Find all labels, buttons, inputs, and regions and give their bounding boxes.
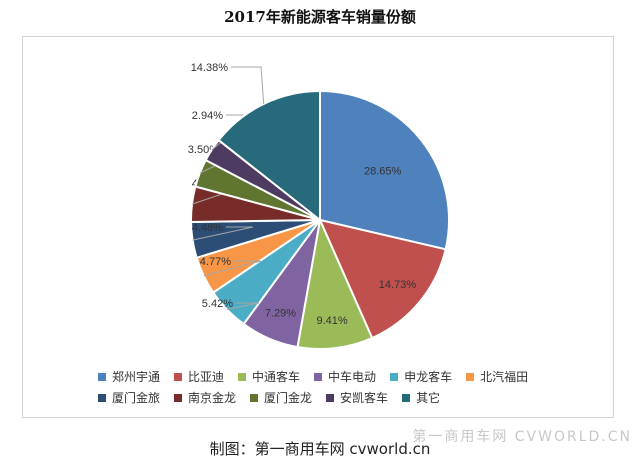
legend-label: 中通客车: [252, 370, 301, 384]
legend-swatch: [174, 393, 183, 402]
legend-swatch: [466, 372, 475, 381]
chart-frame: 28.65%14.73%9.41%7.29%5.42%4.77%4.48%4.4…: [22, 36, 614, 418]
pie-chart: 28.65%14.73%9.41%7.29%5.42%4.77%4.48%4.4…: [188, 62, 450, 350]
legend-item: 厦门金龙: [250, 389, 312, 406]
legend-label: 比亚迪: [188, 370, 225, 384]
legend-label: 中车电动: [328, 370, 377, 384]
legend-item: 北汽福田: [466, 368, 528, 385]
legend-label: 郑州宇通: [112, 370, 161, 384]
slice-label: 4.48%: [192, 222, 223, 234]
legend-item: 比亚迪: [174, 368, 224, 385]
source-caption: 制图：第一商用车网 cvworld.cn: [209, 440, 431, 458]
legend-label: 厦门金旅: [112, 391, 161, 405]
legend-item: 其它: [402, 389, 440, 406]
legend-label: 厦门金龙: [264, 391, 313, 405]
legend-swatch: [326, 393, 335, 402]
legend-swatch: [238, 372, 247, 381]
leader-line: [192, 226, 254, 241]
legend-label: 申龙客车: [404, 370, 453, 384]
slice-label: 4.77%: [200, 256, 231, 268]
slice-label: 28.65%: [364, 165, 402, 177]
pie-slice: [318, 218, 447, 340]
chart-title: 2017年新能源客车销量份额: [224, 8, 416, 26]
legend-swatch: [402, 393, 411, 402]
legend-swatch: [314, 372, 323, 381]
legend-row: 郑州宇通 比亚迪 中通客车 中车电动 申龙客车 北汽福田: [98, 366, 578, 387]
slice-label: 2.94%: [192, 110, 223, 122]
legend-swatch: [98, 393, 106, 402]
slice-label: 9.41%: [316, 315, 347, 327]
legend-item: 中车电动: [314, 368, 376, 385]
leader-line: [203, 260, 262, 277]
legend-row: 厦门金旅 南京金龙 厦门金龙 安凯客车 其它: [98, 387, 578, 408]
legend-item: 中通客车: [238, 368, 300, 385]
legend-label: 南京金龙: [188, 391, 237, 405]
legend-item: 南京金龙: [174, 389, 236, 406]
legend: 郑州宇通 比亚迪 中通客车 中车电动 申龙客车 北汽福田 厦门金旅 南京金龙 厦门金龙 安凯客车…: [98, 366, 578, 408]
leader-line: [231, 66, 265, 104]
watermark-logo: 第一商用车网 CVWORLD.CN: [412, 429, 632, 445]
legend-item: 厦门金旅: [98, 389, 160, 406]
legend-label: 其它: [416, 391, 441, 405]
slice-label: 5.42%: [202, 298, 233, 310]
legend-label: 北汽福田: [480, 370, 529, 384]
legend-swatch: [174, 372, 183, 381]
slice-label: 14.73%: [379, 279, 417, 291]
pie-slice: [217, 89, 321, 223]
slice-label: 7.29%: [265, 308, 296, 320]
legend-swatch: [250, 393, 259, 402]
pie-slice: [296, 216, 374, 350]
legend-item: 郑州宇通: [98, 368, 160, 385]
legend-swatch: [98, 372, 106, 381]
legend-swatch: [390, 372, 399, 381]
legend-item: 安凯客车: [326, 389, 388, 406]
legend-label: 安凯客车: [340, 391, 389, 405]
legend-item: 申龙客车: [390, 368, 452, 385]
pie-slice: [319, 89, 450, 251]
leader-line: [227, 302, 260, 311]
slice-label: 14.38%: [191, 62, 229, 74]
